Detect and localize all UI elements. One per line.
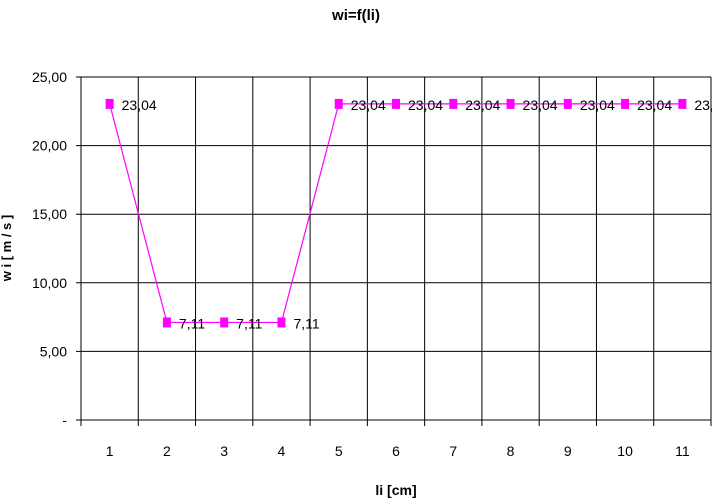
x-axis-label: li [cm] — [375, 482, 416, 498]
x-tick-label: 2 — [163, 443, 171, 459]
x-tick-label: 7 — [449, 443, 457, 459]
data-point — [449, 98, 458, 109]
x-tick-label: 10 — [617, 443, 633, 459]
data-point — [563, 98, 572, 109]
y-axis-label: w i [ m / s ] — [0, 215, 14, 282]
y-tick-label: 15,00 — [32, 206, 67, 222]
x-tick-label: 6 — [392, 443, 400, 459]
chart-title: wi=f(li) — [331, 7, 380, 24]
y-tick-label: - — [62, 412, 67, 428]
x-tick-label: 5 — [335, 443, 343, 459]
data-label: 23,04 — [122, 97, 157, 113]
data-label: 7,11 — [293, 315, 319, 331]
x-tick-label: 1 — [106, 443, 114, 459]
data-point — [162, 317, 171, 328]
x-tick-label: 8 — [507, 443, 515, 459]
y-tick-label: 25,00 — [32, 69, 67, 85]
data-label: 7,11 — [179, 315, 205, 331]
x-tick-label: 11 — [675, 443, 690, 459]
data-point — [621, 98, 630, 109]
y-tick-label: 20,00 — [32, 138, 67, 154]
y-tick-label: 5,00 — [40, 343, 67, 359]
data-point — [506, 98, 515, 109]
x-tick-label: 9 — [564, 443, 572, 459]
data-label: 23,04 — [580, 97, 615, 113]
data-point — [392, 98, 400, 109]
x-tick-label: 4 — [278, 443, 286, 459]
data-point — [678, 98, 687, 109]
data-label: 7,11 — [236, 315, 262, 331]
data-label: 23,04 — [351, 97, 386, 113]
data-point — [334, 98, 343, 109]
data-point — [220, 317, 229, 328]
data-label: 23,04 — [408, 97, 443, 113]
data-label: 23,04 — [523, 97, 558, 113]
data-label: 23,04 — [694, 97, 712, 113]
data-point — [105, 98, 114, 109]
data-point — [277, 317, 286, 328]
x-tick-label: 3 — [220, 443, 228, 459]
data-label: 23,04 — [465, 97, 500, 113]
y-tick-label: 10,00 — [32, 275, 67, 291]
data-label: 23,04 — [637, 97, 672, 113]
